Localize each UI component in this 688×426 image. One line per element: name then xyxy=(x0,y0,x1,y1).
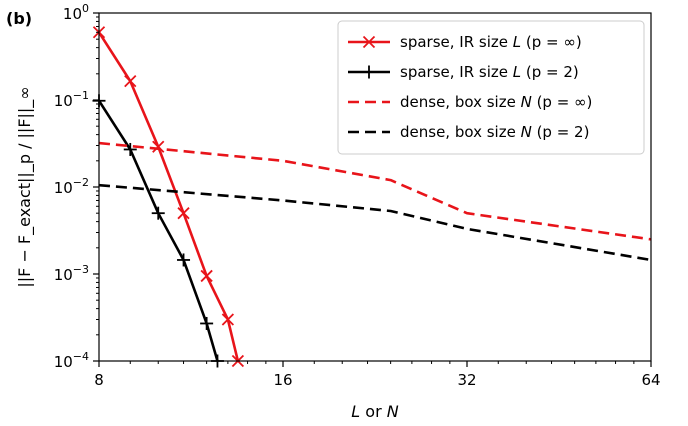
x-tick-label: 32 xyxy=(457,371,476,389)
legend-label: sparse, IR size L (p = 2) xyxy=(400,63,579,81)
data-point xyxy=(200,269,213,283)
legend-entry: sparse, IR size L (p = ∞) xyxy=(348,33,582,51)
series-line-3 xyxy=(99,183,651,262)
data-point xyxy=(123,142,137,156)
y-tick-label: 10−4 xyxy=(54,350,89,371)
legend-box xyxy=(337,20,645,155)
x-tick-label: 64 xyxy=(641,371,660,389)
legend-entry: sparse, IR size L (p = 2) xyxy=(348,63,579,81)
y-axis-title: ||F − F_exact||_p / ||F||_∞ xyxy=(15,86,35,287)
legend-entry: dense, box size N (p = ∞) xyxy=(348,93,592,111)
panel-label: (b) xyxy=(6,9,32,28)
data-point xyxy=(177,207,190,220)
y-tick-label: 10−2 xyxy=(54,176,89,197)
data-point xyxy=(124,74,137,88)
legend-label: dense, box size N (p = ∞) xyxy=(400,93,592,111)
series-line-2 xyxy=(99,141,651,241)
data-point xyxy=(152,140,165,153)
legend-label: dense, box size N (p = 2) xyxy=(400,123,589,141)
y-tick-label: 10−3 xyxy=(54,263,89,284)
legend-label: sparse, IR size L (p = ∞) xyxy=(400,33,582,51)
data-point xyxy=(200,316,214,330)
data-point xyxy=(177,253,191,267)
data-point xyxy=(221,313,235,326)
x-tick-label: 8 xyxy=(94,371,104,389)
x-axis-title: L or N xyxy=(351,402,398,421)
series-line-1 xyxy=(99,100,219,361)
series-line-0 xyxy=(99,31,240,361)
data-point xyxy=(151,206,165,220)
y-tick-label: 10−1 xyxy=(54,89,89,110)
legend-entry: dense, box size N (p = 2) xyxy=(348,123,589,141)
y-tick-label: 100 xyxy=(63,2,89,23)
x-tick-label: 16 xyxy=(273,371,292,389)
